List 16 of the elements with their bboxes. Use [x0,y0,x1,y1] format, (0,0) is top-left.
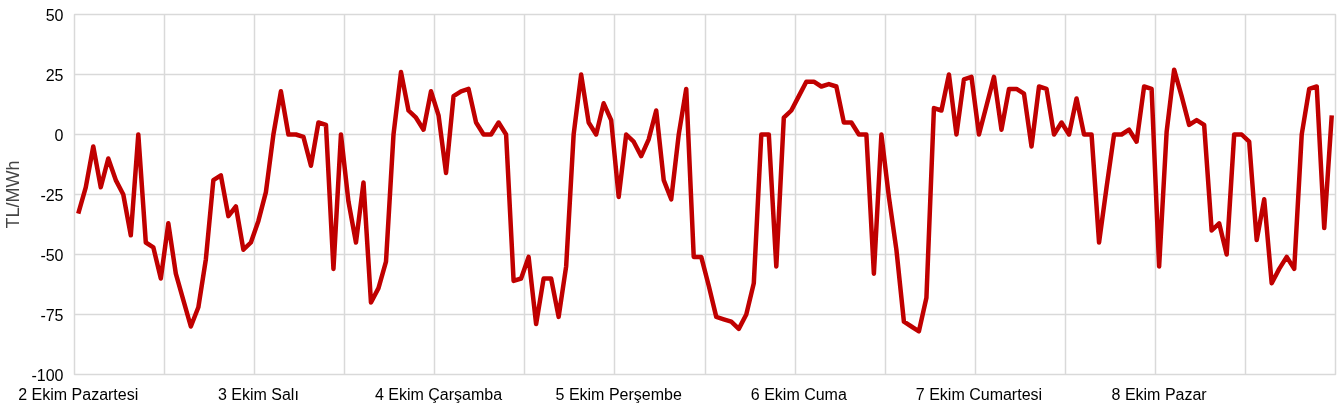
y-axis-title: TL/MWh [3,160,24,229]
line-series [76,67,1334,334]
x-tick-label: 2 Ekim Pazartesi [18,385,139,403]
y-tick-label: 25 [45,66,64,84]
y-tick-label: -75 [40,306,64,324]
x-tick-label: 8 Ekim Pazar [1111,385,1208,403]
y-tick-label: -50 [40,246,64,264]
x-tick-label: 5 Ekim Perşembe [555,385,682,403]
x-tick-label: 4 Ekim Çarşamba [374,385,503,403]
y-tick-label: 0 [54,126,64,144]
y-tick-label: 50 [45,6,64,24]
y-tick-label: -100 [31,366,64,384]
x-tick-label: 3 Ekim Salı [217,385,299,403]
y-tick-label: -25 [40,186,64,204]
x-tick-label: 6 Ekim Cuma [750,385,847,403]
x-tick-label: 7 Ekim Cumartesi [915,385,1043,403]
